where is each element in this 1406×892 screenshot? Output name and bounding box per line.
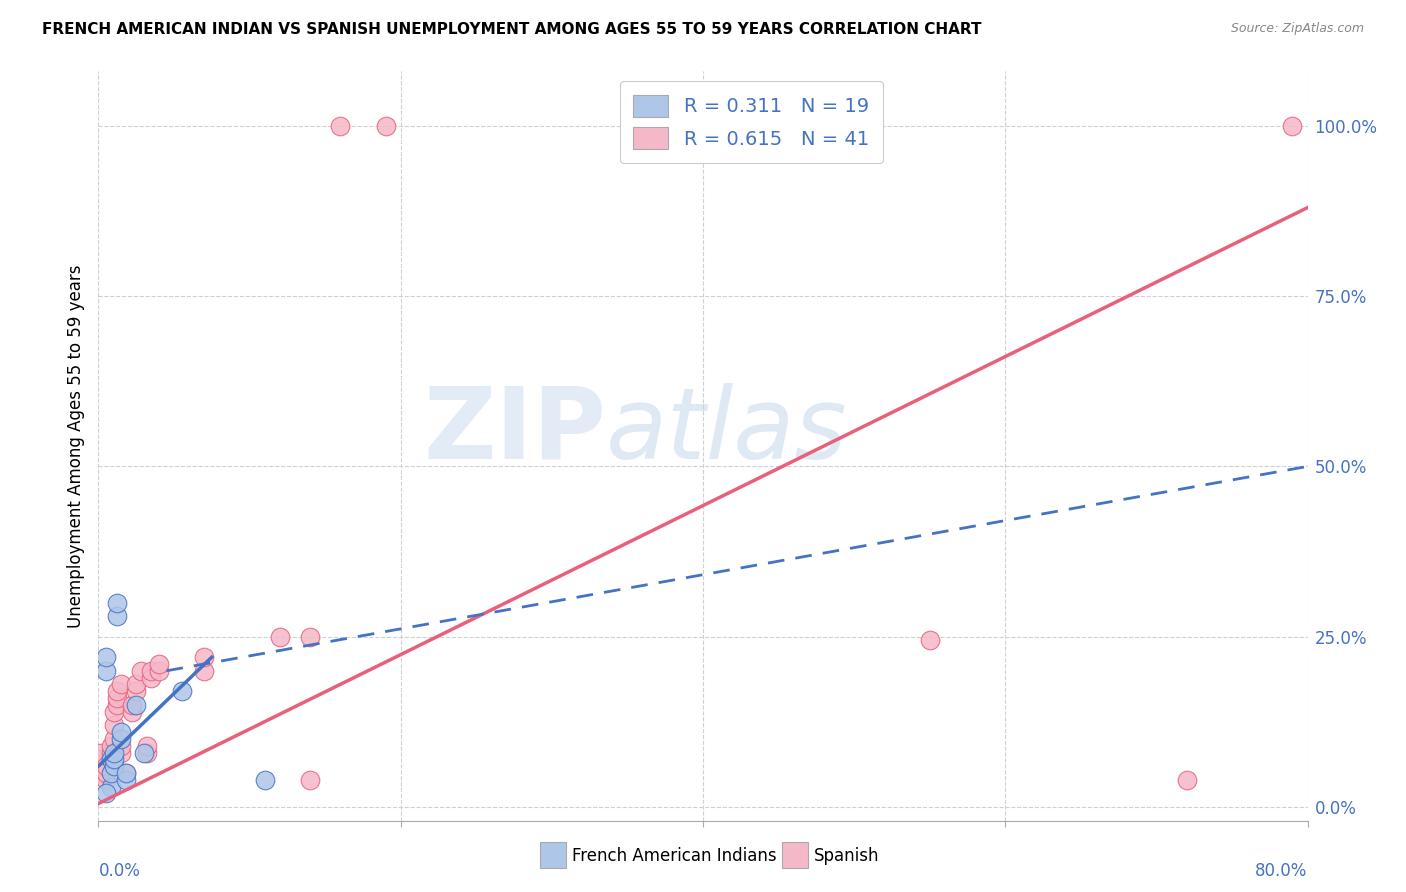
Point xyxy=(105,596,128,610)
Point xyxy=(105,691,128,706)
Point xyxy=(269,630,291,644)
Text: Source: ZipAtlas.com: Source: ZipAtlas.com xyxy=(1230,22,1364,36)
Point xyxy=(90,766,112,780)
Point xyxy=(1175,772,1198,787)
Point xyxy=(121,705,143,719)
Point xyxy=(299,772,322,787)
Point xyxy=(114,766,136,780)
Point xyxy=(148,657,170,671)
Point xyxy=(90,759,112,773)
Point xyxy=(125,684,148,698)
Point xyxy=(114,772,136,787)
Point xyxy=(110,731,132,746)
Point xyxy=(299,630,322,644)
Point xyxy=(94,766,117,780)
Point xyxy=(94,650,117,665)
Point xyxy=(103,705,125,719)
Point xyxy=(121,698,143,712)
Legend: R = 0.311   N = 19, R = 0.615   N = 41: R = 0.311 N = 19, R = 0.615 N = 41 xyxy=(620,81,883,163)
Text: Spanish: Spanish xyxy=(814,847,880,865)
FancyBboxPatch shape xyxy=(782,842,808,868)
Point xyxy=(114,766,136,780)
Point xyxy=(103,731,125,746)
Point xyxy=(193,664,215,678)
Point xyxy=(110,739,132,753)
Point xyxy=(1281,119,1303,133)
Text: French American Indians: French American Indians xyxy=(572,847,778,865)
Point xyxy=(94,772,117,787)
Point xyxy=(148,664,170,678)
Text: atlas: atlas xyxy=(606,383,848,480)
Point xyxy=(125,698,148,712)
Point xyxy=(100,746,122,760)
Point xyxy=(135,746,157,760)
Point xyxy=(253,772,276,787)
Point xyxy=(94,786,117,800)
Point xyxy=(125,677,148,691)
Point xyxy=(100,766,122,780)
Point xyxy=(141,664,163,678)
Point xyxy=(918,633,941,648)
Point xyxy=(100,752,122,766)
Point xyxy=(329,119,352,133)
Point xyxy=(105,698,128,712)
Point xyxy=(105,684,128,698)
Point xyxy=(90,752,112,766)
Point xyxy=(90,746,112,760)
Point xyxy=(105,609,128,624)
Point xyxy=(193,650,215,665)
Text: 0.0%: 0.0% xyxy=(98,862,141,880)
Point xyxy=(103,759,125,773)
Point xyxy=(129,664,152,678)
Point xyxy=(94,664,117,678)
Point xyxy=(100,780,122,794)
FancyBboxPatch shape xyxy=(540,842,567,868)
Point xyxy=(100,752,122,766)
Point xyxy=(170,684,193,698)
Point xyxy=(110,725,132,739)
Point xyxy=(374,119,396,133)
Point xyxy=(141,671,163,685)
Point xyxy=(100,739,122,753)
Point xyxy=(103,752,125,766)
Point xyxy=(110,746,132,760)
Point xyxy=(103,718,125,732)
Text: ZIP: ZIP xyxy=(423,383,606,480)
Y-axis label: Unemployment Among Ages 55 to 59 years: Unemployment Among Ages 55 to 59 years xyxy=(66,264,84,628)
Text: 80.0%: 80.0% xyxy=(1256,862,1308,880)
Point xyxy=(94,759,117,773)
Point xyxy=(132,746,155,760)
Text: FRENCH AMERICAN INDIAN VS SPANISH UNEMPLOYMENT AMONG AGES 55 TO 59 YEARS CORRELA: FRENCH AMERICAN INDIAN VS SPANISH UNEMPL… xyxy=(42,22,981,37)
Point xyxy=(135,739,157,753)
Point xyxy=(103,746,125,760)
Point xyxy=(110,677,132,691)
